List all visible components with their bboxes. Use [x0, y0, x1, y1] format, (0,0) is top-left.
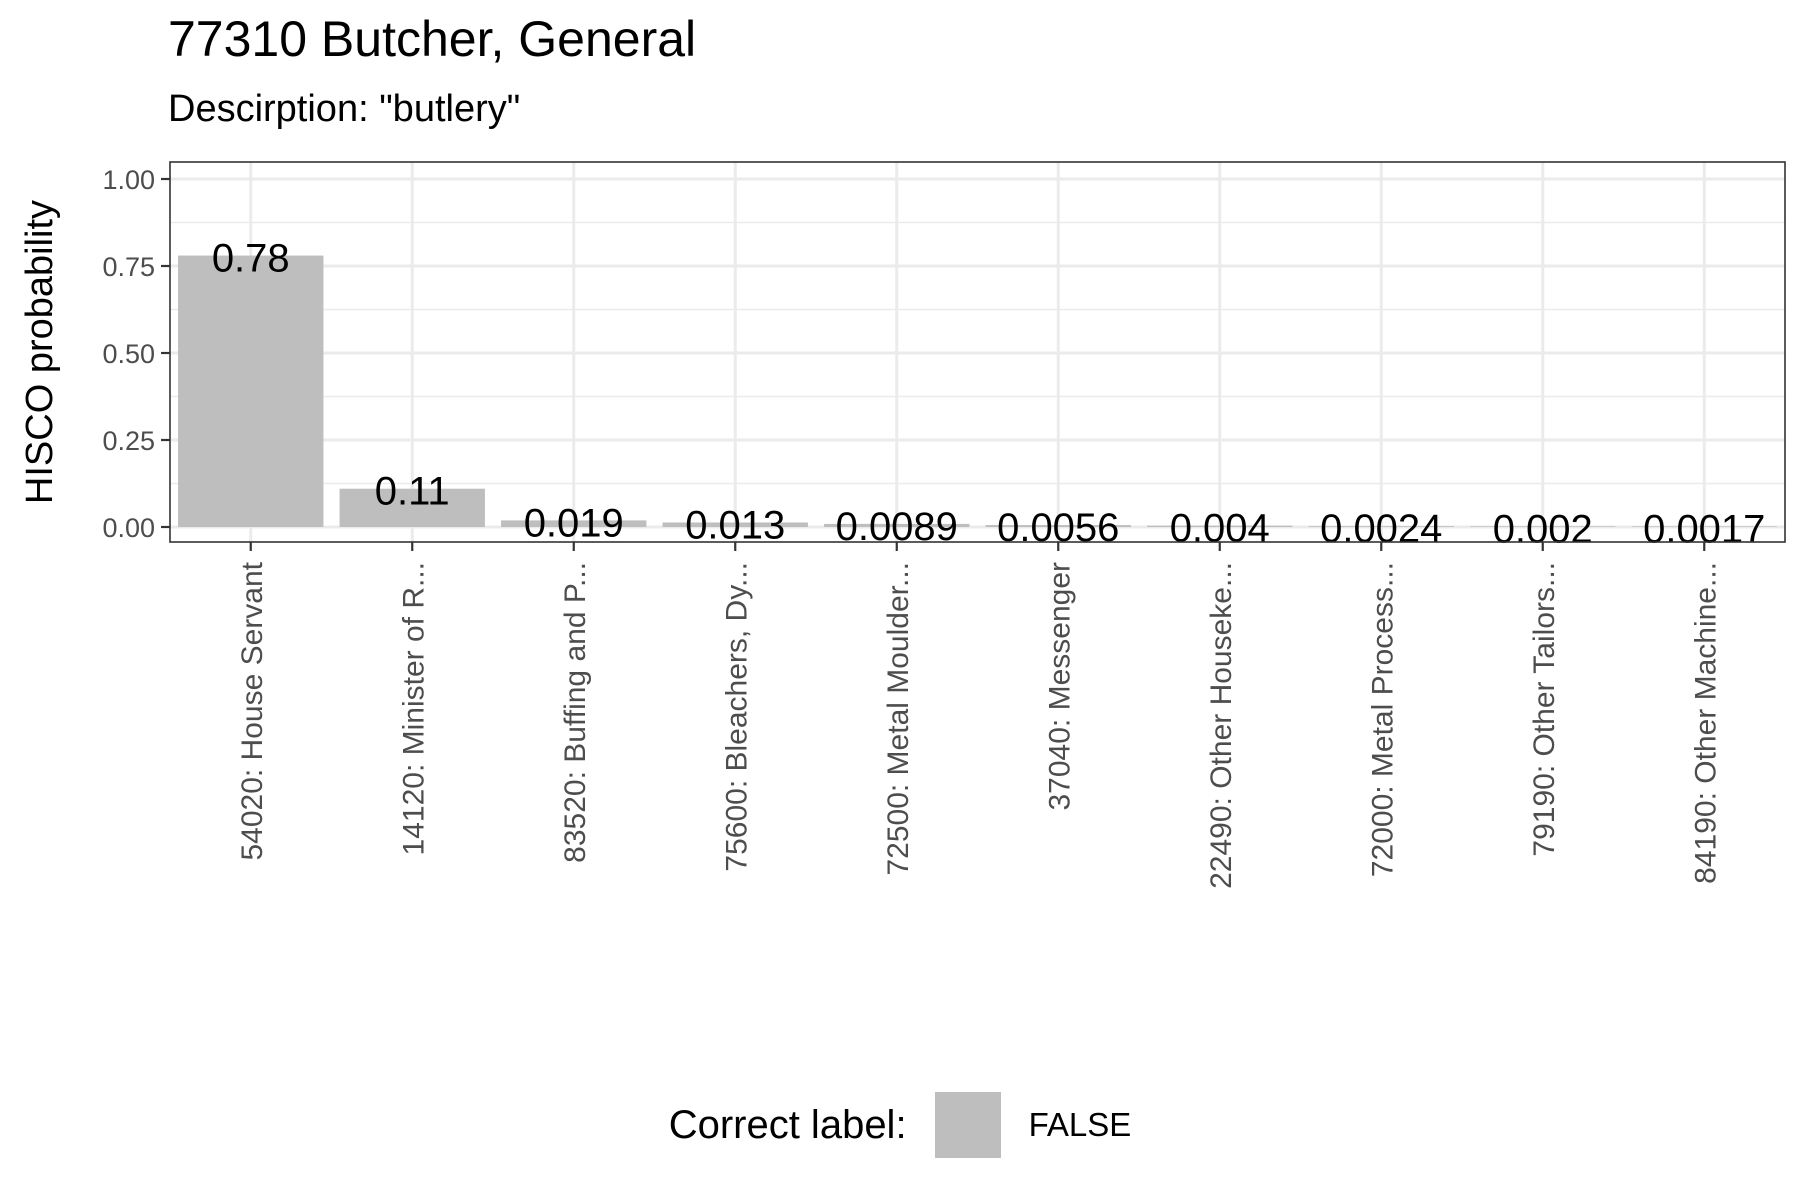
y-tick-label: 1.00 [102, 165, 155, 195]
x-tick-label: 83520: Buffing and P... [559, 562, 592, 863]
bar [662, 522, 808, 527]
y-tick-label: 0.50 [102, 339, 155, 369]
bar [1631, 526, 1777, 528]
bar [339, 488, 485, 527]
bar [178, 255, 324, 527]
y-tick-label: 0.75 [102, 252, 155, 282]
bar-chart: 0.780.110.019 0.013 0.0089 0.0056 0.004 0.002… [19, 161, 1786, 889]
chart-title: 77310 Butcher, General [168, 11, 697, 67]
bar [1470, 526, 1616, 527]
legend-key-false [934, 1092, 1001, 1158]
x-tick-label: 75600: Bleachers, Dy... [720, 562, 753, 872]
bar [1308, 526, 1454, 527]
bar [1147, 525, 1293, 527]
axes: 0.00 0.25 0.50 0.75 1.00 54020: House Servant… [102, 165, 1722, 889]
x-tick-label: 54020: House Servant [236, 561, 269, 860]
y-tick-label: 0.00 [102, 513, 155, 543]
legend-title: Correct label: [668, 1102, 907, 1147]
legend: Correct label: FALSE [0, 1087, 1800, 1163]
bar [985, 525, 1131, 527]
y-tick-label: 0.25 [102, 426, 155, 456]
x-tick-label: 79190: Other Tailors... [1528, 562, 1561, 857]
bar-value-label: 0.013 [685, 503, 785, 547]
bar-value-label: 0.78 [212, 237, 290, 281]
legend-label-false: FALSE [1028, 1106, 1132, 1143]
bar-value-label: 0.019 [524, 501, 624, 545]
bar-value-label: 0.11 [375, 470, 450, 514]
bar [824, 523, 970, 527]
chart-subtitle: Descirption: "butlery" [168, 88, 521, 130]
x-tick-label: 14120: Minister of R... [397, 562, 430, 855]
bars [178, 255, 1777, 528]
x-tick-label: 37040: Messenger [1043, 562, 1076, 811]
x-tick-label: 84190: Other Machine... [1689, 562, 1722, 884]
bar [501, 520, 647, 527]
x-tick-label: 22490: Other Houseke... [1205, 562, 1238, 889]
x-tick-label: 72000: Metal Process... [1366, 562, 1399, 877]
y-axis-title: HISCO probability [19, 200, 61, 504]
x-tick-label: 72500: Metal Moulder... [882, 562, 915, 876]
